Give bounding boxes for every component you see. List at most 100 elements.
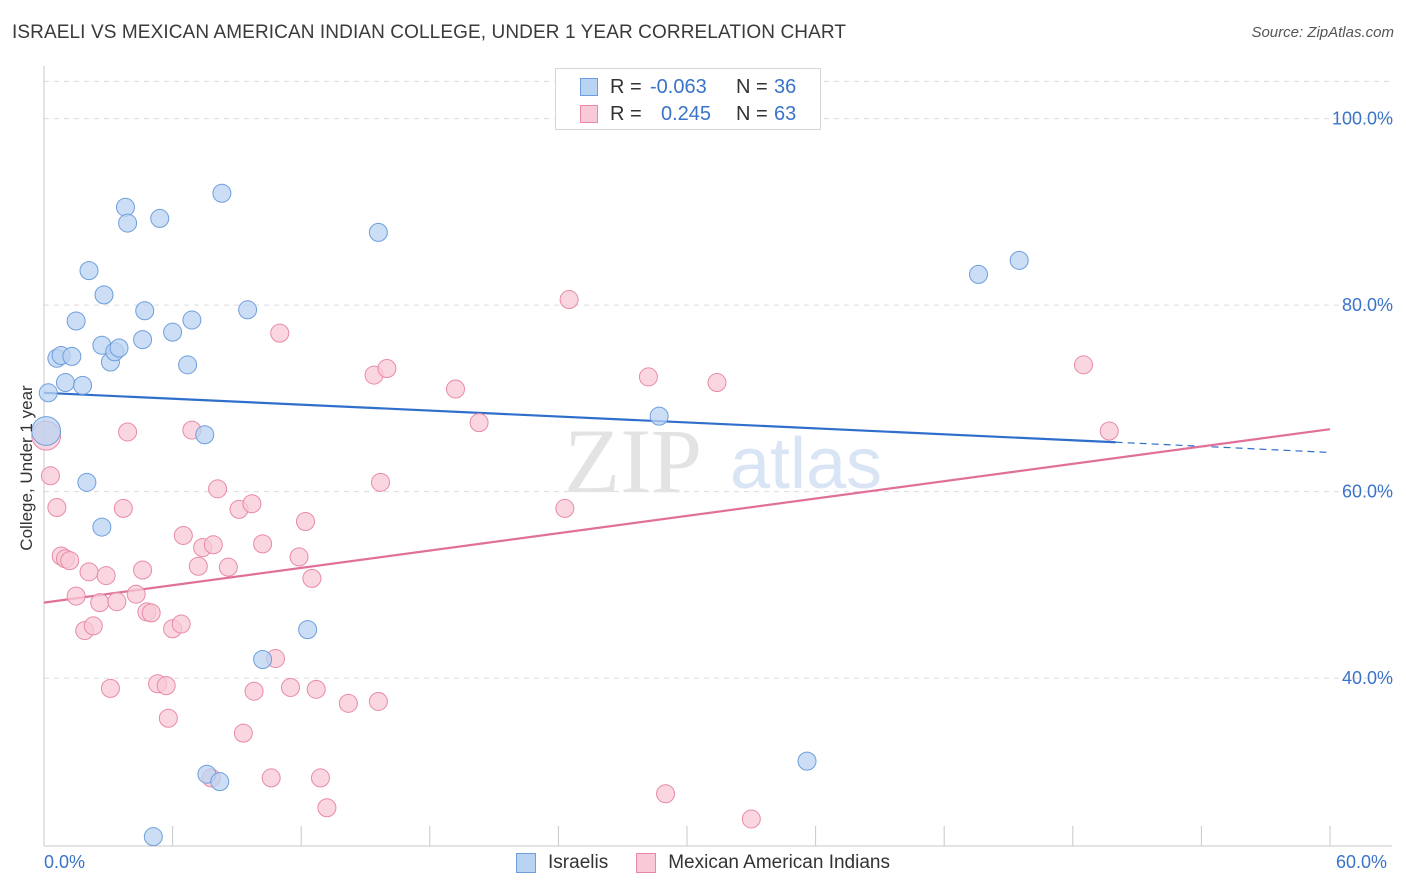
point-mexican [377,359,397,379]
point-mexican [707,373,727,393]
n-value: 63 [774,102,797,125]
legend-swatch-israelis [516,853,537,873]
point-israelis [133,330,153,350]
point-israelis [178,355,198,375]
point-israelis [92,517,112,537]
legend-row-mexican: R = 0.245 N = 63 [580,102,796,126]
chart-title: ISRAELI VS MEXICAN AMERICAN INDIAN COLLE… [12,22,847,43]
point-israelis [163,322,183,342]
point-mexican [66,586,86,606]
point-israelis [115,197,135,217]
point-mexican [368,691,388,711]
point-mexican [555,498,575,518]
source-label: Source: ZipAtlas.com [1251,24,1394,41]
point-mexican [203,535,223,555]
point-mexican [741,809,761,829]
point-israelis [109,338,129,358]
point-israelis [62,346,82,366]
legend-swatch-mexican [636,853,657,873]
point-mexican [270,323,290,343]
point-israelis [253,649,273,669]
n-value: 36 [774,75,797,98]
trend-line-mexican [43,428,1331,604]
point-mexican [208,479,228,499]
point-israelis [143,827,163,847]
point-mexican [118,422,138,442]
point-mexican [446,379,466,399]
point-mexican [218,557,238,577]
y-tick-label: 100.0% [1332,109,1393,129]
point-mexican [141,603,161,623]
point-mexican [559,290,579,310]
legend-row-israelis: R = -0.063 N = 36 [580,75,796,99]
point-israelis [55,373,75,393]
point-mexican [79,562,99,582]
point-israelis [150,208,170,228]
point-mexican [96,566,116,586]
point-mexican [306,679,326,699]
y-tick-labels: 40.0% 60.0% 80.0% 100.0% [1332,109,1393,689]
legend-item-mexican: Mexican American Indians [636,852,890,874]
point-mexican [47,497,67,517]
n-label: N = [736,75,768,98]
y-tick-label: 40.0% [1342,668,1393,688]
point-israelis [368,222,388,242]
point-israelis [118,213,138,233]
point-mexican [1099,421,1119,441]
point-mexican [338,693,358,713]
point-mexican [233,723,253,743]
point-israelis [66,311,86,331]
y-tick-label: 60.0% [1342,482,1393,502]
point-israelis [135,301,155,321]
point-mexican [100,678,120,698]
point-israelis [968,264,988,284]
point-israelis [94,285,114,305]
r-value: -0.063 [650,75,707,98]
point-mexican [126,584,146,604]
point-mexican [40,466,60,486]
point-mexican [188,556,208,576]
point-israelis [298,620,318,640]
point-mexican [83,616,103,636]
legend-label-mexican: Mexican American Indians [668,852,890,873]
trend-line-israelis [43,391,1116,444]
point-israelis [649,406,669,426]
point-mexican [253,534,273,554]
legend-swatch-israelis [580,78,598,96]
point-israelis [79,261,99,281]
point-israelis [77,472,97,492]
point-mexican [317,798,337,818]
point-mexican [133,560,153,580]
point-mexican [656,784,676,804]
legend-swatch-mexican [580,105,598,123]
legend-label-israelis: Israelis [548,852,609,873]
point-mexican [295,511,315,531]
r-label: R = [610,102,642,125]
r-label: R = [610,75,642,98]
point-mexican [244,681,264,701]
point-mexican [158,708,178,728]
r-value: 0.245 [661,102,712,125]
point-mexican [261,768,281,788]
trend-lines [43,391,1331,604]
point-israelis [1009,250,1029,270]
point-mexican [289,547,309,567]
point-mexican [156,676,176,696]
point-mexican [371,472,391,492]
point-mexican [469,413,489,433]
point-israelis [38,383,58,403]
point-mexican [1074,355,1094,375]
axes [43,66,1392,847]
data-points [31,183,1119,847]
point-mexican [107,592,127,612]
point-mexican [310,768,330,788]
point-israelis [73,375,93,395]
point-mexican [302,568,322,588]
point-israelis [195,425,215,445]
point-israelis [31,416,62,446]
point-israelis [182,310,202,330]
point-israelis [238,300,258,320]
x-tick-label-min: 0.0% [44,852,86,872]
point-mexican [60,551,80,571]
x-tick-label-max: 60.0% [1336,852,1388,872]
